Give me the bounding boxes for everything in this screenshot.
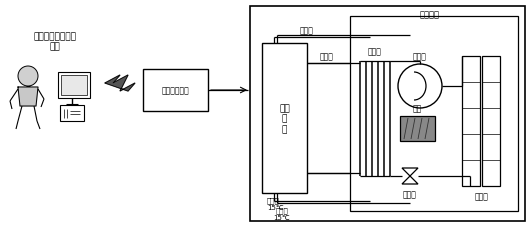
Bar (250, 7, 525, 221)
Bar (462, 57, 480, 186)
Bar (143, 70, 208, 112)
Text: 保温
水
筱: 保温 水 筱 (279, 104, 290, 133)
Bar (482, 57, 500, 186)
Text: 热泵系统故障诊断
平台: 热泵系统故障诊断 平台 (33, 32, 76, 51)
Bar (400, 116, 435, 141)
Polygon shape (18, 88, 38, 106)
Text: 冷水入
15℃: 冷水入 15℃ (267, 196, 284, 210)
Text: 压缩机: 压缩机 (413, 52, 427, 61)
Circle shape (18, 67, 38, 87)
Text: 节流阀: 节流阀 (403, 190, 417, 199)
Text: 蒸发器: 蒸发器 (475, 192, 489, 201)
Bar (61, 76, 87, 96)
Text: 数据采集系统: 数据采集系统 (161, 86, 190, 95)
Text: 热水出: 热水出 (320, 52, 334, 61)
Text: 冷水入
15℃: 冷水入 15℃ (273, 206, 290, 220)
Text: 水泵: 水泵 (413, 104, 422, 113)
Text: 冷凝器: 冷凝器 (368, 47, 382, 56)
Polygon shape (105, 76, 135, 92)
Bar (262, 44, 307, 193)
Bar (58, 73, 90, 99)
Text: 热泵机组: 热泵机组 (420, 10, 440, 19)
Bar (60, 106, 84, 122)
Text: 热水出: 热水出 (300, 26, 314, 35)
Bar (350, 17, 518, 211)
